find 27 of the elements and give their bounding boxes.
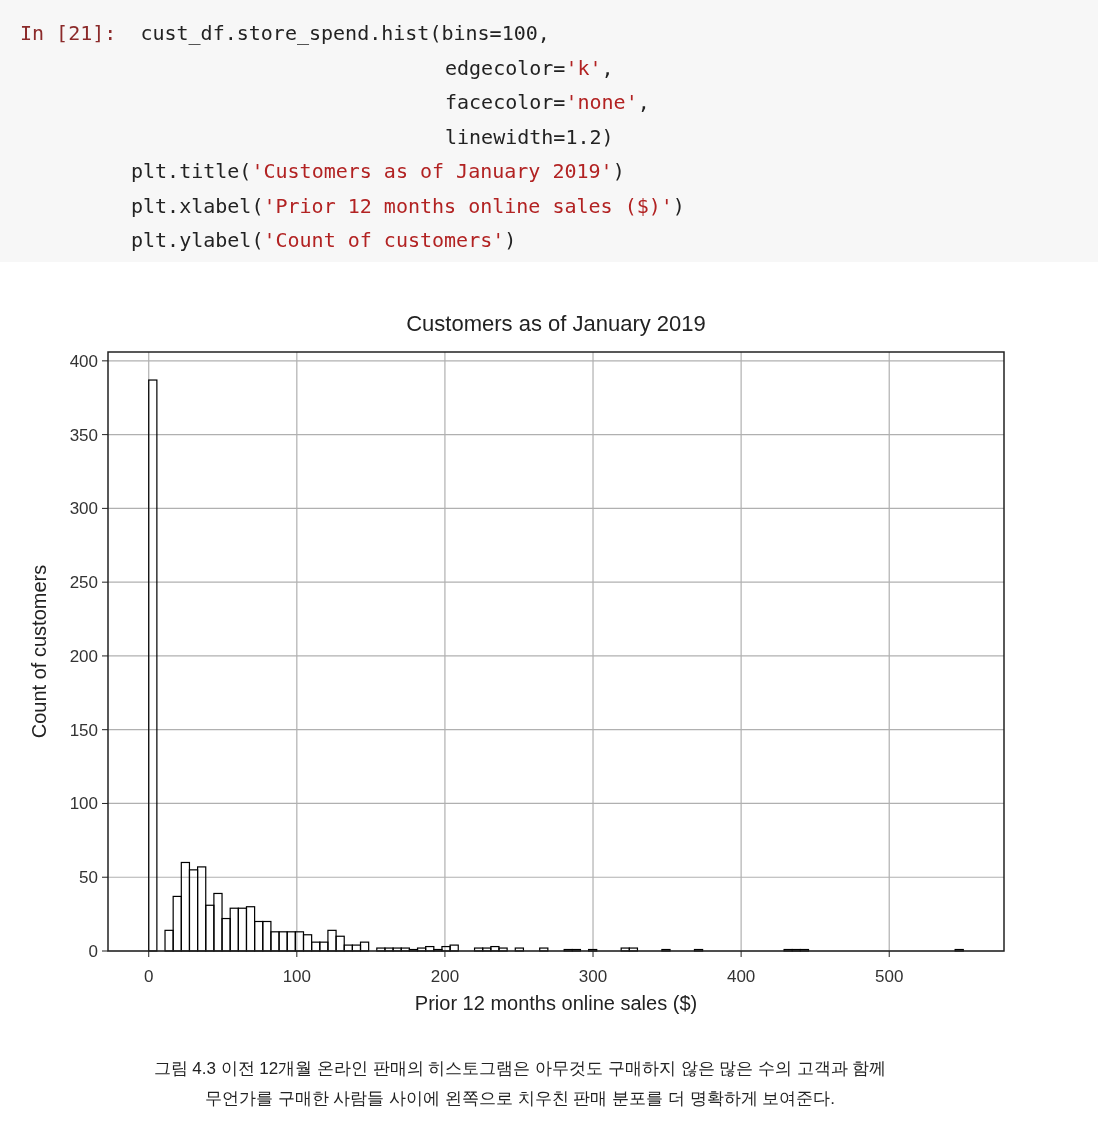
x-tick-label: 100 [282, 967, 312, 986]
text: linewidth=1.2) [445, 124, 614, 149]
y-tick-label: 350 [69, 425, 98, 445]
y-tick-label: 400 [69, 351, 98, 371]
chart-title: Customers as of January 2019 [406, 311, 706, 336]
x-tick-label: 200 [430, 967, 460, 986]
text: 무언가를 구매한 사람들 사이에 왼쪽으로 치우친 판매 분포를 더 명확하게 보여준다. [205, 1089, 835, 1108]
text: plt.title('Customers as of January 2019') [131, 159, 625, 183]
x-tick-label: 300 [578, 967, 608, 986]
text: edgecolor='k', [445, 55, 614, 80]
text: plt.xlabel('Prior 12 months online sales ($)') [131, 193, 685, 218]
x-tick-label: 0 [143, 967, 154, 986]
x-tick-label: 500 [875, 967, 904, 986]
text: facecolor='none', [445, 90, 650, 114]
text: plt.ylabel('Count of customers') [131, 228, 517, 252]
y-axis-title: Count of customers [28, 564, 50, 739]
y-tick-label: 200 [69, 646, 98, 666]
y-tick-label: 250 [69, 573, 98, 593]
y-tick-label: 300 [69, 499, 98, 519]
x-tick-label: 400 [726, 967, 756, 986]
y-tick-label: 50 [79, 868, 98, 888]
y-tick-label: 0 [88, 941, 98, 961]
x-axis-title: Prior 12 months online sales ($) [414, 992, 698, 1014]
y-tick-label: 150 [69, 720, 98, 740]
caption: 그림 4.3 이전 12개월 온라인 판매의 히스토그램은 아무것도 구매하지 않은 많은 수의 고객과 함께 [153, 1059, 887, 1078]
y-tick-label: 100 [69, 794, 98, 814]
text: In [21]: cust_df.store_spend.hist(bins=100, [20, 21, 550, 45]
